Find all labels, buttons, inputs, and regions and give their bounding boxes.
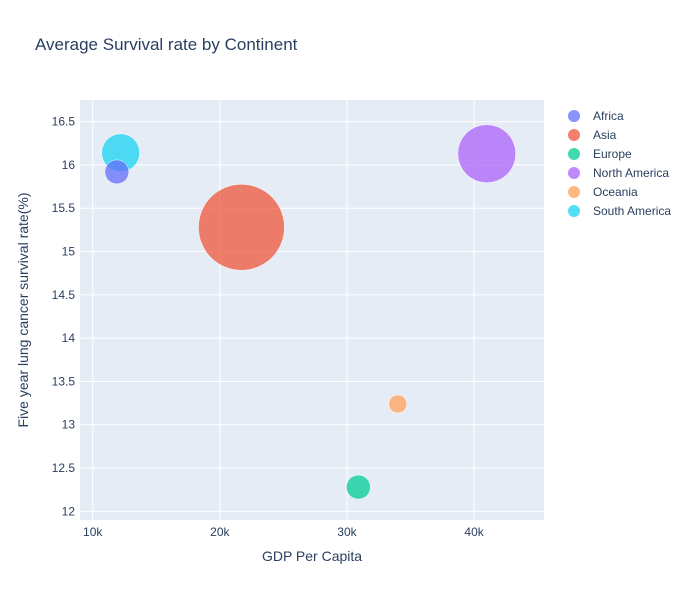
bubble-europe[interactable]	[346, 474, 371, 500]
legend-item-asia[interactable]: Asia	[568, 128, 617, 142]
x-tick-label: 10k	[83, 525, 103, 539]
legend-marker	[568, 167, 580, 179]
y-tick-label: 14	[62, 331, 76, 345]
bubble-africa[interactable]	[104, 159, 130, 185]
grid-lines	[80, 100, 544, 520]
y-tick-label: 15	[62, 245, 76, 259]
bubble-north-america[interactable]	[457, 124, 517, 183]
legend-marker	[568, 186, 580, 198]
bubble-layer	[101, 124, 517, 500]
y-tick-label: 15.5	[52, 201, 76, 215]
legend-label: South America	[593, 204, 671, 218]
y-tick-label: 13	[62, 418, 76, 432]
y-tick-label: 12.5	[52, 461, 76, 475]
bubble-oceania[interactable]	[388, 394, 408, 414]
y-axis-title: Five year lung cancer survival rate(%)	[15, 193, 31, 428]
legend-item-south-america[interactable]: South America	[568, 204, 671, 218]
bubble-asia[interactable]	[198, 184, 285, 271]
y-tick-label: 12	[62, 504, 76, 518]
chart-title: Average Survival rate by Continent	[35, 35, 298, 54]
legend-item-europe[interactable]: Europe	[568, 147, 632, 161]
legend[interactable]: Africa Asia Europe North America Oceania Sout…	[568, 109, 671, 218]
x-tick-label: 20k	[210, 525, 230, 539]
legend-label: Africa	[593, 109, 624, 123]
legend-label: Europe	[593, 147, 632, 161]
legend-label: North America	[593, 166, 669, 180]
y-tick-label: 13.5	[52, 374, 76, 388]
x-tick-label: 40k	[464, 525, 484, 539]
legend-item-africa[interactable]: Africa	[568, 109, 624, 123]
y-tick-label: 16	[62, 158, 76, 172]
x-axis-title: GDP Per Capita	[262, 548, 362, 564]
legend-marker	[568, 129, 580, 141]
x-tick-label: 30k	[337, 525, 357, 539]
legend-marker	[568, 205, 580, 217]
y-tick-label: 16.5	[52, 115, 76, 129]
legend-marker	[568, 148, 580, 160]
y-tick-label: 14.5	[52, 288, 76, 302]
legend-item-north-america[interactable]: North America	[568, 166, 669, 180]
legend-label: Asia	[593, 128, 617, 142]
legend-label: Oceania	[593, 185, 638, 199]
legend-marker	[568, 110, 580, 122]
legend-item-oceania[interactable]: Oceania	[568, 185, 638, 199]
tick-labels: 10k 20k 30k 40k 12 12.5 13 13.5 14 14.5 15 15.5 16 16…	[52, 115, 485, 539]
